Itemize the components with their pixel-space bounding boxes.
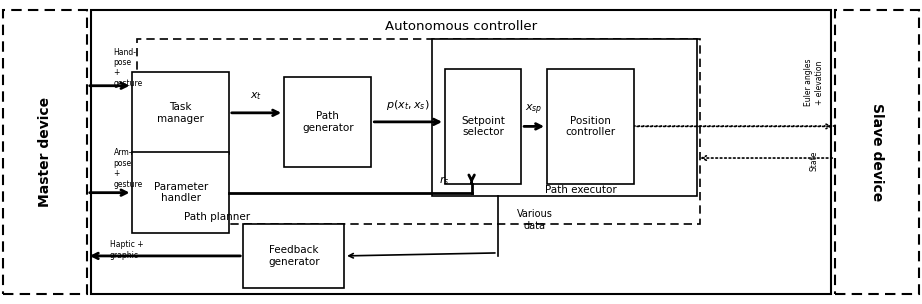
Bar [445,69,521,184]
Text: Parameter
handler: Parameter handler [153,182,207,203]
Bar [133,72,229,154]
Text: Master device: Master device [38,97,52,207]
Bar [4,10,87,294]
Text: Various
data: Various data [516,209,552,230]
Bar [431,39,697,196]
Text: State: State [810,151,819,171]
Bar [133,152,229,233]
Text: Slave device: Slave device [870,103,884,201]
Text: $p(x_t,x_s)$: $p(x_t,x_s)$ [386,98,430,112]
Text: Path executor: Path executor [545,185,617,195]
Bar [243,224,344,288]
Text: Euler angles
+ elevation: Euler angles + elevation [804,59,823,106]
Text: Haptic +
graphic: Haptic + graphic [110,240,144,260]
Bar [90,10,832,294]
Bar [284,77,372,167]
Text: $x_t$: $x_t$ [251,90,263,102]
Text: Position
controller: Position controller [565,116,616,137]
Text: Path
generator: Path generator [301,111,353,133]
Text: $x_{sp}$: $x_{sp}$ [526,103,543,117]
Bar [137,39,700,224]
Text: Task
manager: Task manager [157,102,204,124]
Text: Feedback
generator: Feedback generator [268,245,320,267]
Bar [547,69,634,184]
Bar [835,10,918,294]
Text: Arm-
pose
+
gesture: Arm- pose + gesture [113,148,143,189]
Text: Setpoint
selector: Setpoint selector [461,116,505,137]
Text: Autonomous controller: Autonomous controller [385,20,537,33]
Text: Path planner: Path planner [184,212,251,222]
Text: Hand-
pose
+
gesture: Hand- pose + gesture [113,47,143,88]
Text: $r_s$: $r_s$ [439,174,449,187]
